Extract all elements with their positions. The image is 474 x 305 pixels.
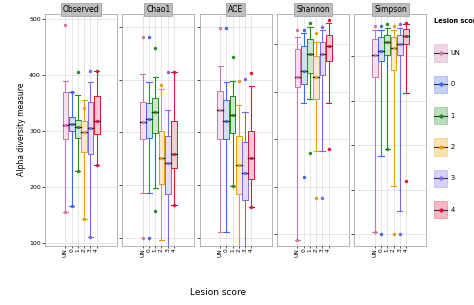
Bar <box>81 121 87 152</box>
Bar <box>242 142 248 200</box>
Bar <box>159 131 164 184</box>
Bar <box>403 29 409 44</box>
Bar <box>397 35 402 55</box>
Bar <box>295 49 301 87</box>
Bar <box>217 91 223 138</box>
Text: 0: 0 <box>451 81 455 88</box>
Y-axis label: Alpha diversity measure: Alpha diversity measure <box>18 83 27 176</box>
Bar <box>88 102 93 154</box>
Bar <box>165 136 171 194</box>
Bar <box>434 45 447 62</box>
Bar <box>434 107 447 124</box>
Bar <box>434 138 447 156</box>
Bar <box>140 102 146 138</box>
Bar <box>81 121 87 152</box>
Bar <box>217 91 223 138</box>
Bar <box>307 39 313 73</box>
Bar <box>384 35 390 55</box>
Bar <box>248 131 254 179</box>
Bar <box>236 136 242 194</box>
Title: Simpson: Simpson <box>374 5 407 14</box>
Bar <box>307 39 313 73</box>
Bar <box>223 100 229 138</box>
Bar <box>171 121 177 168</box>
Bar <box>140 102 146 138</box>
Bar <box>75 120 81 138</box>
Bar <box>326 35 331 61</box>
Bar <box>372 39 378 77</box>
Title: Chao1: Chao1 <box>146 5 171 14</box>
Bar <box>236 136 242 194</box>
Title: Observed: Observed <box>63 5 100 14</box>
Bar <box>63 92 68 139</box>
Bar <box>434 201 447 218</box>
Text: 1: 1 <box>451 113 455 119</box>
Bar <box>165 136 171 194</box>
Bar <box>94 96 100 134</box>
Bar <box>63 92 68 139</box>
Bar <box>313 56 319 99</box>
Bar <box>295 49 301 87</box>
Bar <box>146 103 152 138</box>
Bar <box>319 42 325 74</box>
Bar <box>159 131 164 184</box>
Bar <box>75 120 81 138</box>
Bar <box>434 76 447 93</box>
Bar <box>391 37 396 70</box>
Bar <box>434 170 447 187</box>
Bar <box>171 121 177 168</box>
Bar <box>248 131 254 179</box>
Text: 3: 3 <box>451 175 455 181</box>
Text: 4: 4 <box>451 206 455 213</box>
Bar <box>378 37 384 61</box>
Title: ACE: ACE <box>228 5 243 14</box>
Text: UN: UN <box>451 50 460 56</box>
Bar <box>372 39 378 77</box>
Bar <box>146 103 152 138</box>
Text: 2: 2 <box>451 144 455 150</box>
Bar <box>378 37 384 61</box>
Text: Lesion score: Lesion score <box>190 288 246 297</box>
Bar <box>223 100 229 138</box>
Title: Shannon: Shannon <box>296 5 330 14</box>
Bar <box>69 117 74 131</box>
Bar <box>391 37 396 70</box>
Text: Lesion score: Lesion score <box>434 18 474 24</box>
Bar <box>319 42 325 74</box>
Bar <box>301 46 307 84</box>
Bar <box>301 46 307 84</box>
Bar <box>230 96 236 133</box>
Bar <box>230 96 236 133</box>
Bar <box>397 35 402 55</box>
Bar <box>88 102 93 154</box>
Bar <box>403 29 409 44</box>
Bar <box>242 142 248 200</box>
Bar <box>152 98 158 133</box>
Bar <box>152 98 158 133</box>
Bar <box>94 96 100 134</box>
Bar <box>69 117 74 131</box>
Bar <box>384 35 390 55</box>
Bar <box>313 56 319 99</box>
Bar <box>326 35 331 61</box>
